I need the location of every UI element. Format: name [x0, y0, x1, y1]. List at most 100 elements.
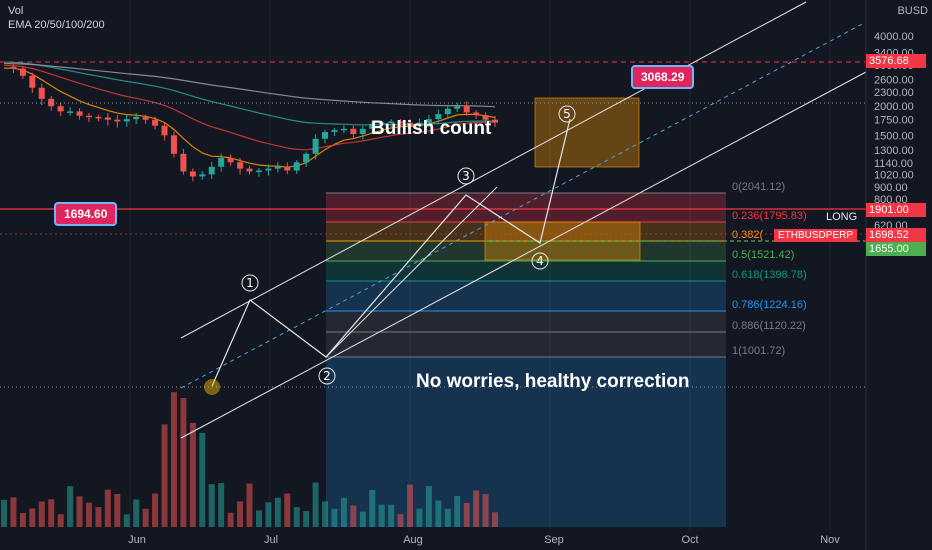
- y-axis-tick-label: 1500.00: [874, 130, 914, 142]
- fib-zone-band: [326, 261, 726, 281]
- candle-body: [473, 112, 480, 116]
- fib-level-label: 0(2041.12): [732, 181, 785, 193]
- fib-level-label: 0.886(1120.22): [732, 320, 806, 332]
- wave-marker-label: 2: [323, 369, 331, 383]
- low-highlight-dot: [204, 379, 220, 395]
- candle-body: [152, 119, 159, 126]
- low-price-callout: 1694.60: [54, 202, 118, 226]
- candle-body: [180, 153, 187, 172]
- ema50-line: [3, 64, 495, 151]
- candle-body: [67, 111, 74, 113]
- bullish-count-annotation: Bullish count: [371, 118, 492, 139]
- candle-body: [170, 135, 177, 154]
- volume-bar: [274, 497, 281, 527]
- long-label: LONG: [826, 211, 858, 223]
- candle-body: [454, 106, 461, 109]
- volume-bar: [19, 512, 26, 527]
- volume-bar: [454, 495, 461, 527]
- x-axis-tick-label: Jul: [264, 534, 278, 546]
- elliott-wave-path: [211, 118, 571, 387]
- volume-bar: [397, 514, 404, 527]
- candle-body: [237, 162, 244, 169]
- candle-body: [85, 115, 92, 118]
- volume-bar: [170, 392, 177, 527]
- volume-bar: [369, 489, 376, 527]
- axis-currency: BUSD: [897, 5, 928, 17]
- volume-bar: [142, 508, 149, 527]
- wave-marker-label: 5: [563, 107, 571, 121]
- axis-tag-top-red: 3576.68: [866, 54, 926, 68]
- x-axis-tick-label: Sep: [544, 534, 564, 546]
- candle-body: [435, 114, 442, 120]
- axis-tag-green-line: 1655.00: [866, 242, 926, 256]
- volume-bar: [303, 511, 310, 527]
- volume-legend: Vol: [8, 5, 24, 17]
- x-axis-tick-label: Jun: [128, 534, 146, 546]
- candle-body: [218, 157, 225, 167]
- candle-body: [104, 117, 111, 120]
- target-price-callout: 3068.29: [631, 65, 695, 89]
- channel-mid-dashed-line: [180, 21, 867, 389]
- volume-bar: [359, 511, 366, 527]
- volume-bar: [180, 398, 187, 527]
- wave5-target-zone: [534, 97, 640, 168]
- volume-bar: [407, 484, 414, 527]
- fib-zone-band: [326, 281, 726, 311]
- candle-body: [265, 168, 272, 171]
- volume-bar: [114, 493, 121, 527]
- candle-body: [369, 123, 376, 129]
- wave-marker-circle: [318, 367, 336, 385]
- candle-body: [208, 166, 215, 175]
- candle-body: [255, 170, 262, 172]
- channel-upper-line: [180, 1, 807, 339]
- fib-zone-band: [326, 222, 726, 241]
- candle-body: [482, 115, 489, 120]
- correction-annotation: No worries, healthy correction: [416, 371, 690, 392]
- volume-bar: [48, 499, 55, 527]
- y-axis-tick-label: 2300.00: [874, 87, 914, 99]
- volume-bar: [444, 508, 451, 527]
- ema200-line: [3, 62, 496, 108]
- fib-level-label: 0.5(1521.42): [732, 249, 794, 261]
- candle-body: [293, 162, 300, 171]
- candle-body: [76, 111, 83, 116]
- volume-bar: [227, 512, 234, 527]
- candle-body: [95, 116, 102, 119]
- x-axis-tick-label: Aug: [403, 534, 423, 546]
- volume-bar: [218, 483, 225, 527]
- candle-body: [284, 166, 291, 171]
- candle-body: [10, 66, 17, 69]
- candle-body: [48, 98, 55, 107]
- candle-body: [38, 87, 45, 99]
- candle-body: [123, 119, 130, 122]
- fib-level-label: 1(1001.72): [732, 345, 785, 357]
- symbol-tag: ETHBUSDPERP: [774, 229, 858, 242]
- position-zone: [326, 357, 726, 527]
- volume-bar: [208, 484, 215, 527]
- channel-lower-line: [180, 71, 867, 439]
- axis-tag-last-price: 1698.52: [866, 228, 926, 242]
- candle-body: [331, 130, 338, 133]
- fib-zone-band: [326, 193, 726, 222]
- volume-bar: [463, 502, 470, 527]
- volume-bar: [189, 422, 196, 527]
- candle-body: [340, 128, 347, 131]
- candle-body: [189, 171, 196, 177]
- candle-body: [416, 122, 423, 126]
- candle-body: [312, 138, 319, 154]
- wave-trendline: [325, 186, 498, 358]
- volume-bar: [38, 501, 45, 527]
- candle-body: [161, 125, 168, 136]
- y-axis-tick-label: 900.00: [874, 182, 908, 194]
- y-axis-tick-label: 800.00: [874, 194, 908, 206]
- x-axis-tick-label: Nov: [820, 534, 840, 546]
- volume-bar: [340, 497, 347, 527]
- volume-bar: [237, 501, 244, 527]
- volume-bar: [152, 493, 159, 527]
- candle-body: [142, 116, 149, 120]
- ema100-line: [3, 61, 496, 126]
- volume-bar: [284, 493, 291, 527]
- volume-bar: [350, 505, 357, 527]
- axis-tag-red-line: 1901.00: [866, 203, 926, 217]
